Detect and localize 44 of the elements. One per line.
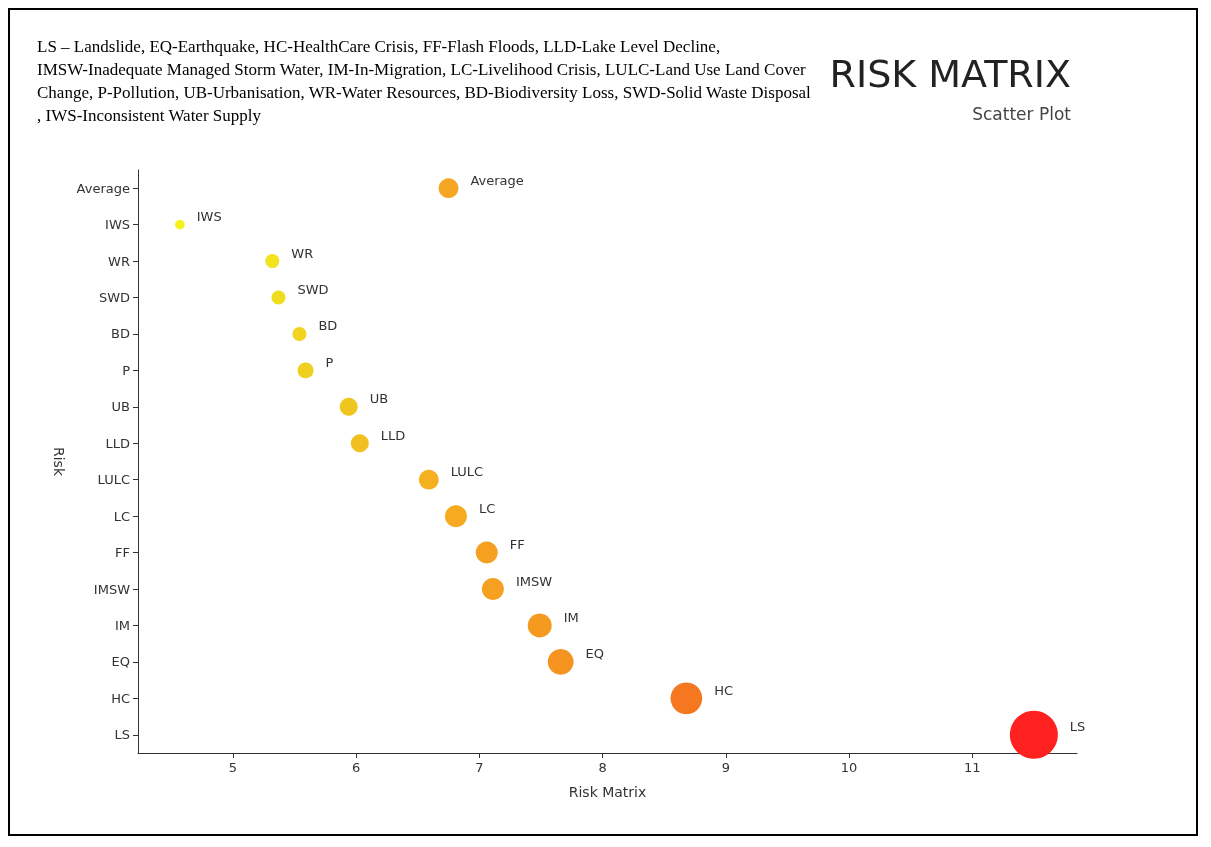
y-tick-label: WR [108,253,130,269]
y-tick-label: Average [76,180,130,196]
category-label: SWD [297,282,329,298]
y-tick-label: LULC [97,472,130,488]
category-label: BD [318,318,338,334]
y-axis-title: Risk [50,446,67,477]
category-label: Average [470,172,524,188]
y-tick-label: LS [114,727,130,743]
x-tick-label: 6 [351,760,361,775]
x-tick-label: 10 [840,760,858,775]
category-label: LULC [450,464,484,480]
category-label: IWS [196,209,222,225]
x-tick-label: 8 [598,760,607,775]
y-tick-label: P [122,362,131,378]
y-tick-label: HC [111,690,130,706]
category-label: WR [291,245,314,261]
y-tick-label: LC [113,508,130,524]
category-label: LS [1069,719,1086,735]
category-label: LC [478,500,496,516]
category-label: UB [369,391,389,407]
y-tick-label: LLD [105,435,130,451]
y-tick-label: SWD [98,290,130,306]
y-tick-label: UB [111,399,130,415]
y-tick-label: EQ [111,654,130,670]
category-label: IMSW [515,573,553,589]
text: LS – Landslide, EQ-Earthquake, HC-HealthCare Crisis, FF-Flash Floods, LLD-Lake Level Decline, IMSW-Inadequate Managed Storm Water, IM-In-Migration, LC-Livelihood Crisis, LULC-Land Use Land Cover Change, P-Pollution, UB-Urbanisation, WR-Water Resources, BD-Biodiversity Loss, SWD-Solid Waste Disposal, IWS-Inconsistent Water Supply [37,37,812,125]
category-label: IM [563,609,579,625]
category-label: LLD [380,427,406,443]
category-label: P [325,354,334,370]
x-tick-label: 5 [228,760,238,775]
y-tick-label: IM [114,617,130,633]
y-tick-label: BD [111,326,130,342]
category-label: EQ [585,646,605,662]
x-tick-label: 11 [963,760,981,775]
y-tick-label: FF [115,545,130,561]
chart-subtitle: Scatter Plot [972,103,1072,124]
x-tick-label: 7 [475,760,484,775]
x-axis-title: Risk Matrix [568,784,647,800]
x-tick-label: 9 [721,760,730,775]
y-tick-label: IMSW [93,581,131,597]
category-label: HC [714,682,734,698]
category-label: FF [509,537,525,553]
chart-title: RISK MATRIX [829,52,1072,96]
y-tick-label: IWS [105,217,130,233]
